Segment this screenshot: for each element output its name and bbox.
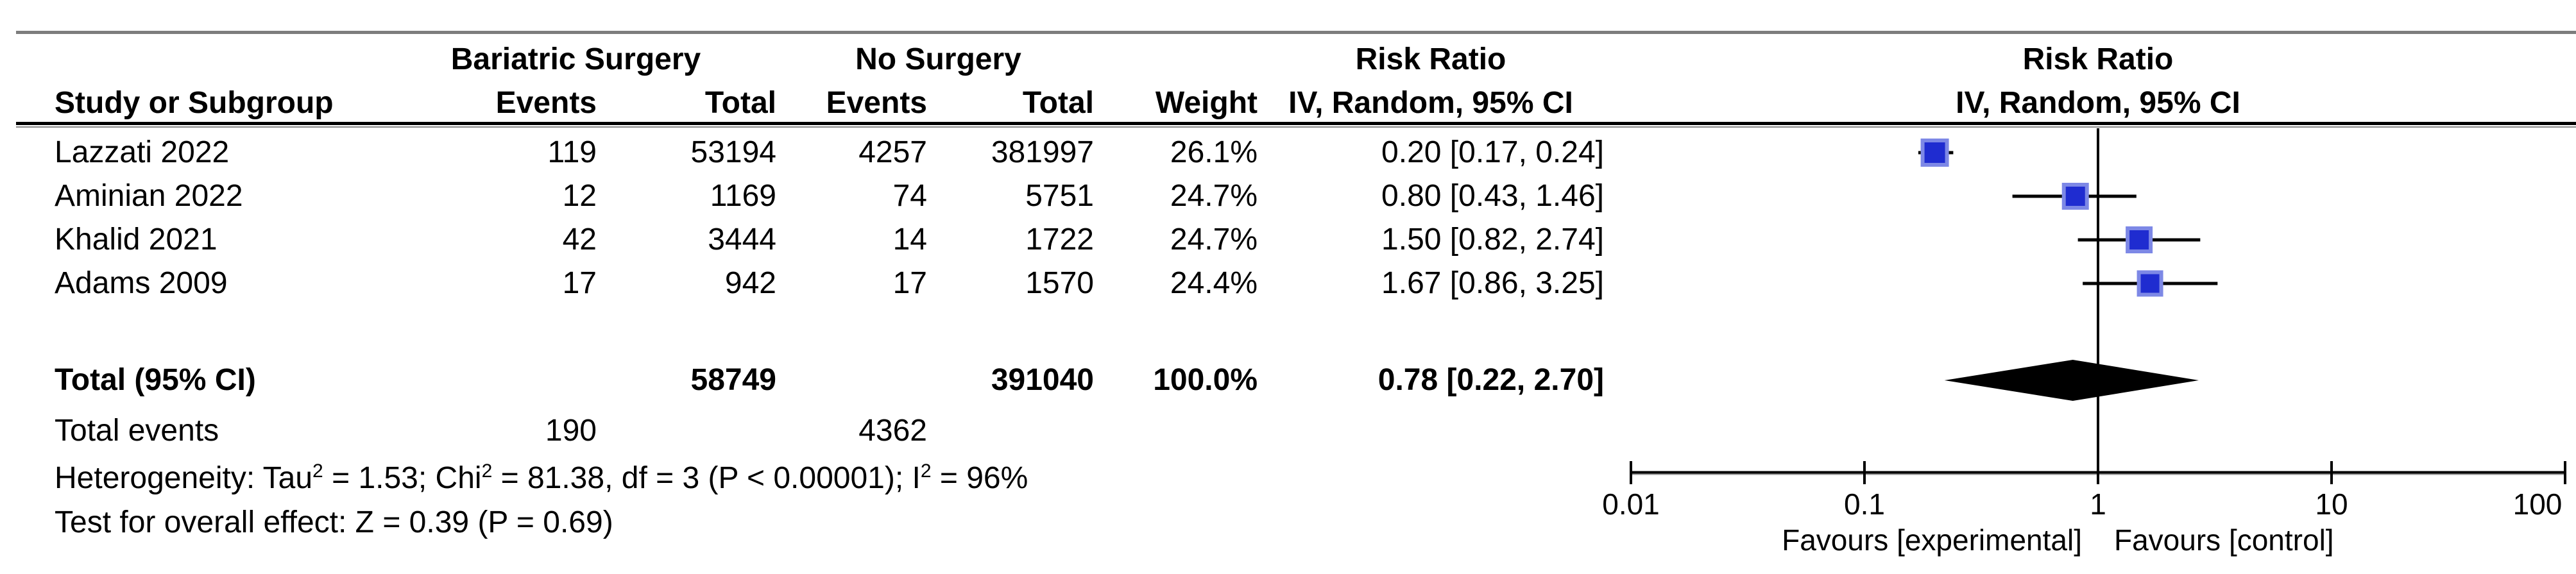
effect-marker bbox=[2126, 226, 2153, 253]
total-effect-estimate: 0.78 [0.22, 2.70] bbox=[1378, 363, 1604, 397]
axis-tick-label: 10 bbox=[2315, 487, 2348, 521]
group-header-row: Bariatric Surgery No Surgery Risk Ratio bbox=[0, 38, 1642, 81]
axis-tick-label: 1 bbox=[2090, 487, 2106, 521]
effect-estimate-cell: 1.67 [0.86, 3.25] bbox=[1381, 266, 1604, 300]
heterogeneity-note: Heterogeneity: Tau2 = 1.53; Chi2 = 81.38… bbox=[55, 457, 1028, 500]
events-ctl-cell: 14 bbox=[892, 223, 927, 257]
het-text: = 81.38, df = 3 (P < 0.00001); I bbox=[492, 461, 921, 495]
effect-marker bbox=[1920, 139, 1949, 167]
total-row: Total (95% CI) 58749 391040 100.0% 0.78 … bbox=[0, 359, 1642, 401]
study-name: Aminian 2022 bbox=[55, 179, 243, 213]
effect-estimate-cell: 0.20 [0.17, 0.24] bbox=[1381, 135, 1604, 169]
events-ctl-column-header: Events bbox=[826, 86, 927, 120]
table-row: Khalid 2021 42 3444 14 1722 24.7% 1.50 [… bbox=[0, 219, 1642, 261]
top-rule bbox=[16, 31, 2576, 34]
header-rule bbox=[16, 122, 2576, 125]
het-text: = 96% bbox=[931, 461, 1028, 495]
total-exp-cell: 1169 bbox=[710, 179, 776, 213]
het-sup: 2 bbox=[481, 460, 493, 482]
axis-tick-label: 100 bbox=[2513, 487, 2563, 521]
total-exp-cell: 942 bbox=[724, 266, 776, 300]
weight-cell: 26.1% bbox=[1170, 135, 1258, 169]
total-events-label: Total events bbox=[55, 414, 219, 448]
het-text: Heterogeneity: Tau bbox=[55, 461, 313, 495]
total-ctl-cell: 5751 bbox=[1025, 179, 1094, 213]
total-ctl-cell: 381997 bbox=[991, 135, 1094, 169]
axis-tick-label: 0.01 bbox=[1602, 487, 1660, 521]
total-ctl-cell: 1570 bbox=[1025, 266, 1094, 300]
control-group-header: No Surgery bbox=[855, 42, 1021, 76]
effect-estimate-cell: 1.50 [0.82, 2.74] bbox=[1381, 223, 1604, 257]
total-ctl-sum: 391040 bbox=[991, 363, 1094, 397]
experimental-group-header: Bariatric Surgery bbox=[450, 42, 701, 76]
events-exp-cell: 17 bbox=[562, 266, 597, 300]
events-exp-cell: 42 bbox=[562, 223, 597, 257]
total-events-ctl: 4362 bbox=[858, 414, 927, 448]
total-exp-cell: 3444 bbox=[708, 223, 776, 257]
favours-right-label: Favours [control] bbox=[2114, 523, 2334, 557]
summary-diamond bbox=[1944, 360, 2199, 401]
table-row: Adams 2009 17 942 17 1570 24.4% 1.67 [0.… bbox=[0, 262, 1642, 305]
total-exp-cell: 53194 bbox=[690, 135, 776, 169]
weight-column-header: Weight bbox=[1155, 86, 1258, 120]
events-ctl-cell: 4257 bbox=[858, 135, 927, 169]
study-name: Adams 2009 bbox=[55, 266, 228, 300]
weight-cell: 24.4% bbox=[1170, 266, 1258, 300]
het-sup: 2 bbox=[920, 460, 932, 482]
total-exp-sum: 58749 bbox=[690, 363, 776, 397]
column-header-row: Study or Subgroup Events Total Events To… bbox=[0, 82, 1642, 124]
table-row: Lazzati 2022 119 53194 4257 381997 26.1%… bbox=[0, 131, 1642, 174]
total-ctl-cell: 1722 bbox=[1025, 223, 1094, 257]
plot-effect-method-header: IV, Random, 95% CI bbox=[1956, 86, 2240, 120]
overall-effect-note: Test for overall effect: Z = 0.39 (P = 0… bbox=[55, 505, 613, 539]
events-ctl-cell: 74 bbox=[892, 179, 927, 213]
events-exp-cell: 119 bbox=[547, 135, 597, 169]
favours-left-label: Favours [experimental] bbox=[1782, 523, 2082, 557]
axis-tick-label: 0.1 bbox=[1844, 487, 1885, 521]
total-exp-column-header: Total bbox=[704, 86, 776, 120]
events-exp-column-header: Events bbox=[495, 86, 597, 120]
effect-marker bbox=[2061, 183, 2089, 210]
effect-marker bbox=[2137, 270, 2163, 297]
header-rule-shadow bbox=[16, 126, 2576, 128]
total-ctl-column-header: Total bbox=[1022, 86, 1094, 120]
total-weight: 100.0% bbox=[1153, 363, 1258, 397]
effect-method-header: IV, Random, 95% CI bbox=[1288, 86, 1573, 120]
plot-effect-title: Risk Ratio bbox=[2022, 42, 2174, 76]
table-row: Aminian 2022 12 1169 74 5751 24.7% 0.80 … bbox=[0, 175, 1642, 217]
weight-cell: 24.7% bbox=[1170, 223, 1258, 257]
het-sup: 2 bbox=[312, 460, 323, 482]
total-label: Total (95% CI) bbox=[55, 363, 256, 397]
effect-measure-title: Risk Ratio bbox=[1355, 42, 1506, 76]
study-column-header: Study or Subgroup bbox=[55, 86, 334, 120]
study-name: Khalid 2021 bbox=[55, 223, 218, 257]
events-exp-cell: 12 bbox=[562, 179, 597, 213]
total-events-exp: 190 bbox=[545, 414, 597, 448]
total-events-row: Total events 190 4362 bbox=[0, 410, 1642, 452]
events-ctl-cell: 17 bbox=[892, 266, 927, 300]
het-text: = 1.53; Chi bbox=[323, 461, 482, 495]
effect-estimate-cell: 0.80 [0.43, 1.46] bbox=[1381, 179, 1604, 213]
study-name: Lazzati 2022 bbox=[55, 135, 230, 169]
weight-cell: 24.7% bbox=[1170, 179, 1258, 213]
